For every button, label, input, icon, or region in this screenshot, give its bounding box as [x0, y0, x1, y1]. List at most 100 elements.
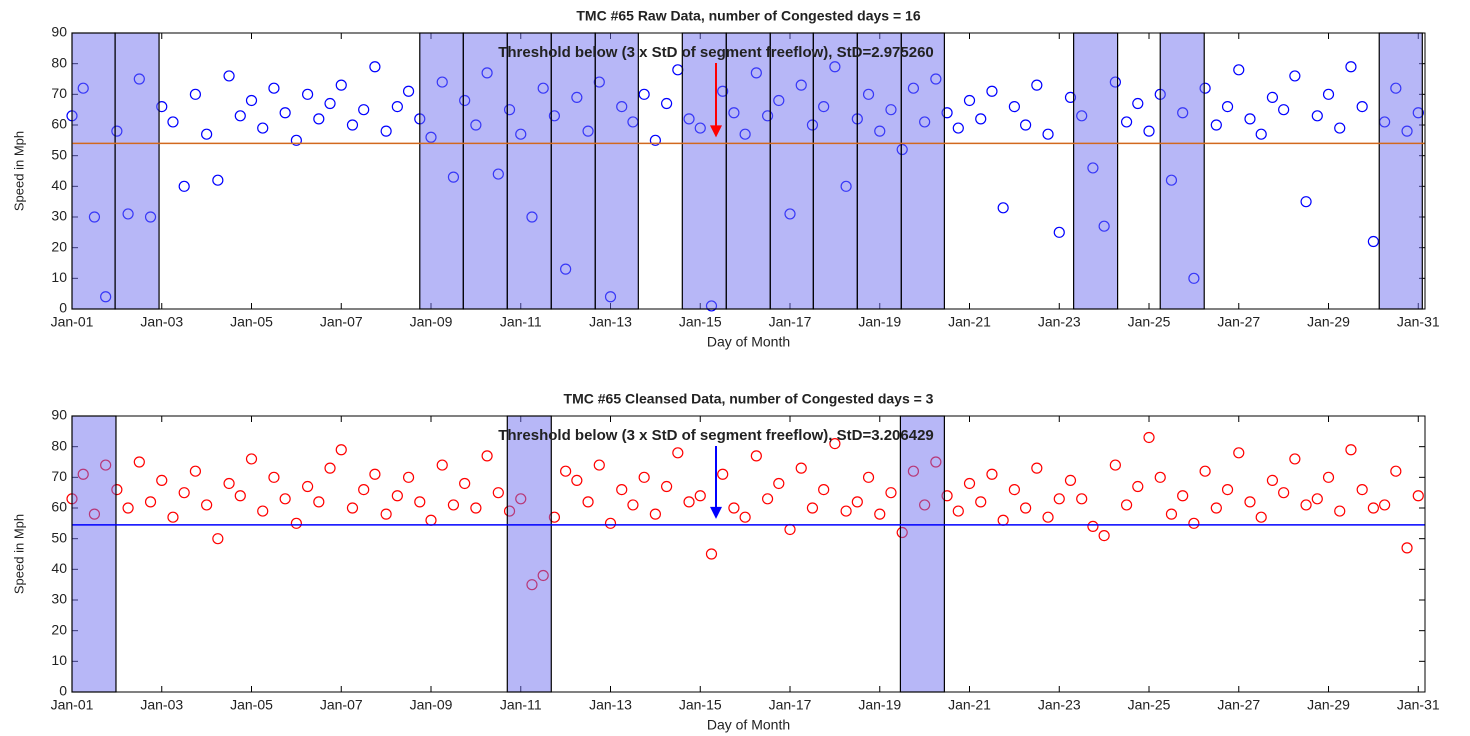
point: [885, 487, 897, 499]
annotation-arrowhead: [710, 125, 722, 138]
point: [604, 517, 617, 529]
chart-title: TMC #65 Cleansed Data, number of Congest…: [564, 391, 934, 407]
point: [818, 484, 830, 496]
point: [1098, 529, 1110, 542]
subplot: TMC #65 Cleansed Data, number of Congest…: [11, 391, 1439, 733]
congested-band: [1378, 32, 1423, 310]
point: [459, 477, 471, 490]
annotation-arrowhead: [710, 506, 722, 519]
point: [492, 487, 504, 499]
x-tick-label: Jan-17: [769, 314, 812, 330]
point: [470, 502, 482, 514]
point: [335, 444, 347, 456]
x-tick-label: Jan-03: [140, 697, 183, 713]
point: [1289, 453, 1301, 465]
axes-frame: [71, 32, 1426, 310]
congested-band: [506, 415, 552, 693]
point: [369, 468, 381, 480]
point: [257, 122, 269, 134]
point: [840, 505, 852, 517]
point: [212, 533, 224, 545]
y-tick-label: 60: [51, 116, 67, 132]
point: [201, 128, 213, 140]
point: [1076, 493, 1088, 505]
point: [380, 508, 392, 520]
point: [313, 496, 325, 508]
x-tick-label: Jan-25: [1128, 697, 1171, 713]
congested-band: [856, 32, 902, 310]
x-tick-label: Jan-07: [320, 697, 363, 713]
x-tick-label: Jan-19: [858, 314, 901, 330]
y-tick-label: 40: [51, 177, 67, 193]
congested-band: [900, 32, 945, 310]
y-tick-label: 10: [51, 269, 67, 285]
x-axis-label: Day of Month: [707, 334, 790, 350]
y-tick-label: 80: [51, 54, 67, 70]
point: [1266, 91, 1279, 104]
point: [1210, 502, 1222, 514]
point: [1401, 542, 1413, 554]
annotation: Threshold below (3 x StD of segment free…: [498, 427, 934, 444]
point: [1177, 490, 1189, 502]
point: [1322, 88, 1335, 100]
point: [717, 468, 729, 480]
point: [133, 456, 145, 468]
y-tick-label: 0: [59, 300, 67, 316]
point: [1367, 235, 1379, 248]
point: [1334, 122, 1346, 134]
point: [649, 508, 661, 520]
point: [1109, 459, 1121, 471]
point: [1255, 128, 1267, 140]
point: [1390, 465, 1402, 477]
point: [1233, 64, 1245, 76]
congested-band: [419, 32, 464, 310]
point: [481, 450, 493, 462]
congested-band: [1073, 32, 1119, 310]
point: [414, 496, 426, 508]
point: [997, 202, 1009, 214]
x-tick-label: Jan-11: [500, 697, 542, 713]
congested-band: [71, 415, 117, 693]
point: [436, 459, 448, 471]
y-tick-label: 0: [59, 683, 67, 699]
x-tick-label: Jan-21: [948, 697, 991, 713]
point: [1356, 100, 1368, 113]
point: [582, 496, 594, 508]
point: [963, 477, 976, 490]
point: [245, 94, 258, 107]
y-tick-label: 30: [51, 208, 67, 224]
subplot: TMC #65 Raw Data, number of Congested da…: [11, 8, 1439, 350]
point: [201, 499, 213, 511]
point: [1210, 119, 1222, 131]
y-tick-label: 80: [51, 437, 67, 453]
point: [694, 490, 706, 502]
point: [761, 493, 774, 505]
point: [156, 474, 168, 486]
point: [1143, 125, 1155, 137]
point: [739, 511, 751, 523]
x-tick-label: Jan-27: [1217, 314, 1260, 330]
point: [369, 61, 381, 73]
x-tick-label: Jan-13: [589, 697, 632, 713]
point: [1132, 97, 1144, 110]
point: [1031, 462, 1043, 474]
point: [705, 548, 718, 560]
point: [1143, 431, 1155, 444]
point: [1221, 100, 1234, 113]
x-axis-label: Day of Month: [707, 717, 790, 733]
point: [301, 480, 314, 493]
point: [627, 499, 639, 511]
point: [795, 462, 807, 474]
point: [1379, 499, 1391, 511]
point: [1053, 226, 1065, 238]
x-tick-label: Jan-31: [1397, 697, 1440, 713]
point: [279, 107, 291, 119]
point: [223, 477, 235, 490]
y-tick-label: 90: [51, 24, 67, 40]
x-tick-label: Jan-13: [589, 314, 632, 330]
congested-band: [550, 32, 596, 310]
point: [212, 174, 224, 186]
congested-band: [594, 32, 639, 310]
point: [1120, 499, 1133, 511]
